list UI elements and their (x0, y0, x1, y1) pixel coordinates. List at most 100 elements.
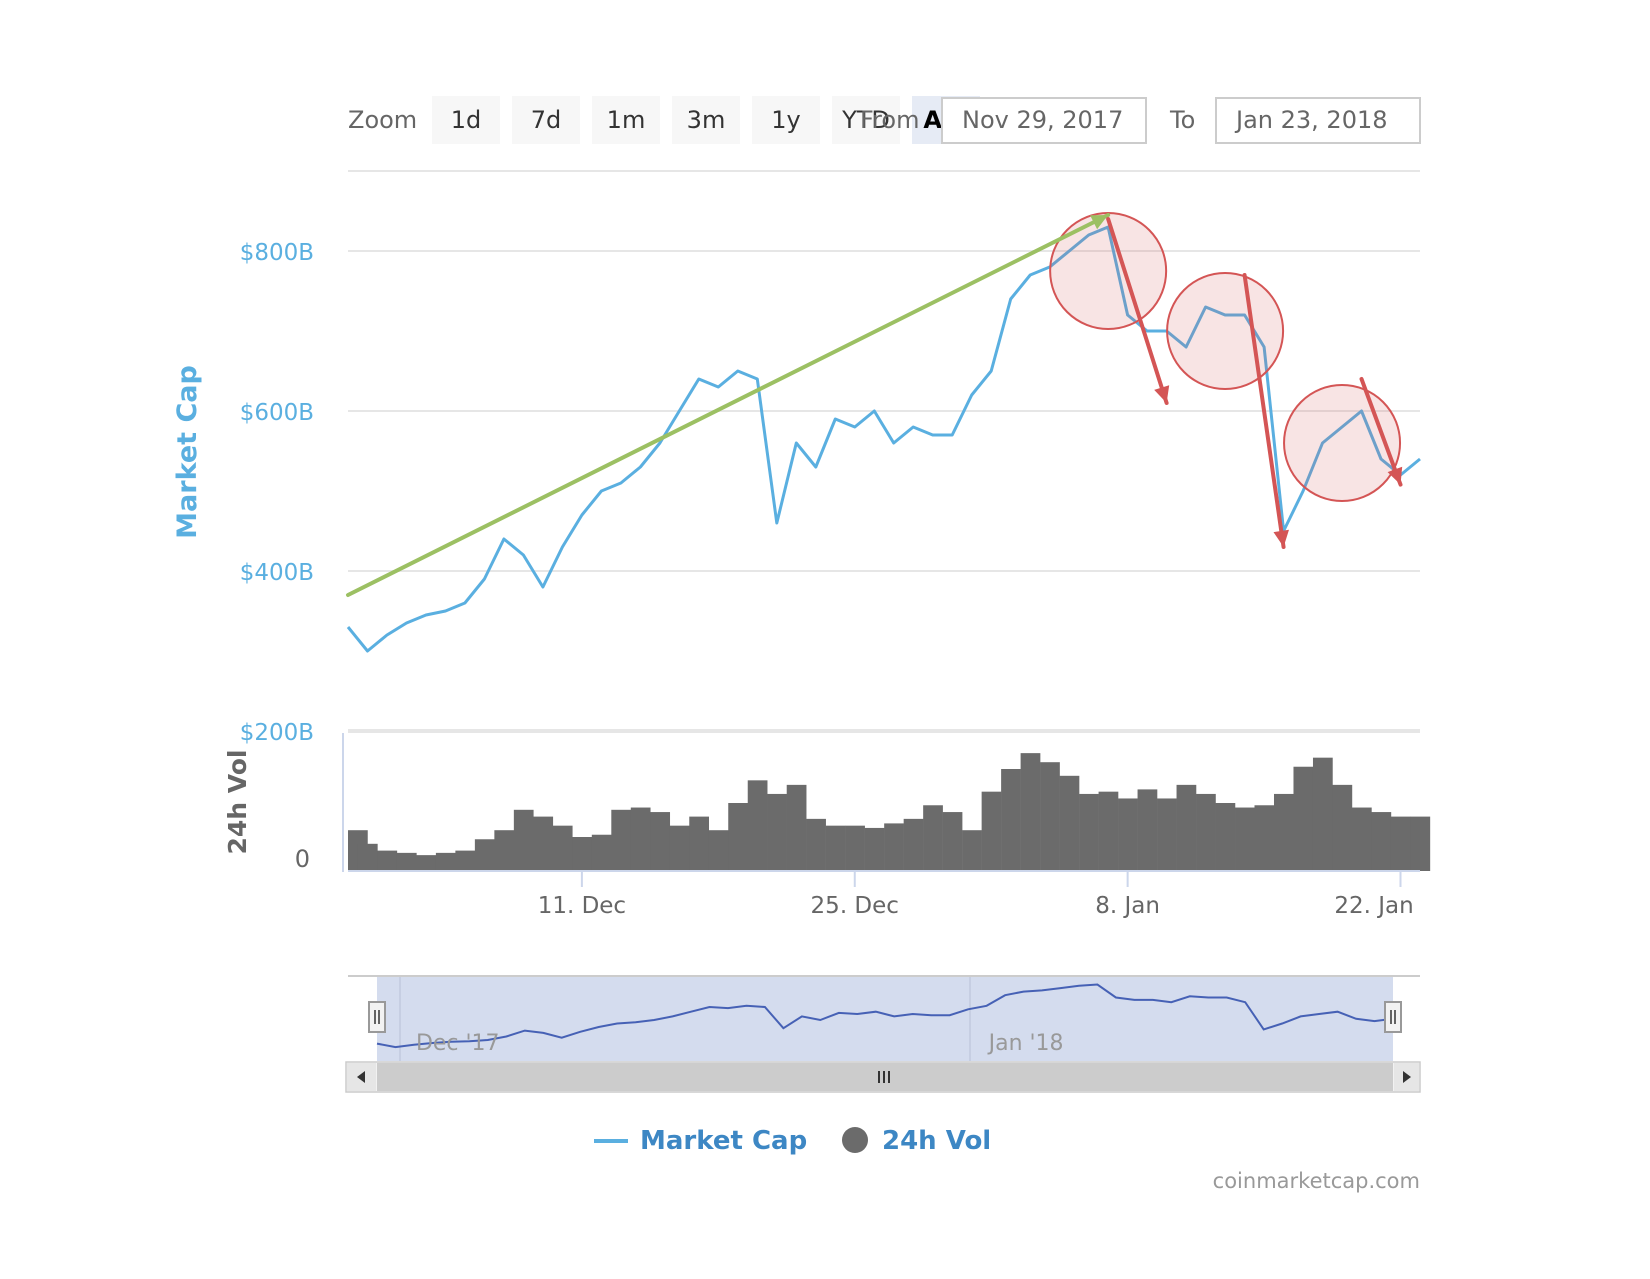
zoom-button-1m[interactable]: 1m (592, 96, 660, 144)
navigator: Dec '17 Jan '18 (348, 975, 1420, 1061)
navigator-labels: Dec '17 Jan '18 (416, 1031, 1064, 1056)
navigator-label: Dec '17 (416, 1031, 500, 1056)
y-axis-ticks: $200B $400B $600B $800B (240, 240, 314, 746)
credits-link[interactable]: coinmarketcap.com (1213, 1169, 1420, 1193)
volume-bar (1020, 753, 1041, 871)
volume-bar (1001, 769, 1021, 871)
highlight-circle (1283, 384, 1402, 502)
volume-bar (591, 834, 612, 871)
volume-bar (1371, 812, 1392, 871)
volume-bar (806, 818, 826, 871)
trend-down-arrow-head (1154, 385, 1170, 403)
x-tick-label: 22. Jan (1334, 893, 1413, 919)
to-date-input[interactable]: Jan 23, 2018 (1215, 97, 1421, 144)
from-date-value: Nov 29, 2017 (962, 106, 1123, 134)
x-tick-label: 25. Dec (811, 893, 899, 919)
arrow-right-icon (1403, 1071, 1411, 1083)
trend-down-arrow-head (1387, 466, 1403, 485)
legend-item-24h-vol[interactable]: 24h Vol (842, 1126, 991, 1156)
volume-bar (611, 809, 632, 871)
volume-bar (1235, 807, 1255, 871)
trend-up-arrow (346, 213, 1111, 597)
scrollbar-right-button[interactable] (1394, 1063, 1419, 1091)
arrow-left-icon (357, 1071, 365, 1083)
volume-bar (572, 837, 593, 871)
market-cap-line (346, 225, 1421, 653)
highlight-circle (1166, 272, 1285, 390)
volume-bar (825, 825, 846, 871)
volume-bar (1137, 789, 1158, 871)
volume-bar (1254, 805, 1275, 871)
volume-bar (1351, 807, 1372, 871)
volume-bar (981, 791, 1002, 871)
volume-bar (377, 850, 398, 871)
navigator-handle-right[interactable] (1384, 1001, 1402, 1033)
volume-bar (728, 803, 748, 871)
volume-zero-tick: 0 (295, 845, 310, 873)
volume-bar (513, 809, 534, 871)
volume-bar (1176, 784, 1197, 871)
legend-market-cap-label: Market Cap (640, 1126, 807, 1156)
y-tick-label: $600B (240, 400, 314, 426)
navigator-handle-left[interactable] (368, 1001, 386, 1033)
volume-bar (1332, 784, 1353, 871)
zoom-button-ytd[interactable]: YTD (832, 96, 900, 144)
volume-bar (533, 816, 554, 871)
to-date-value: Jan 23, 2018 (1234, 106, 1388, 134)
x-tick-label: 11. Dec (538, 893, 626, 919)
legend: Market Cap 24h Vol (594, 1126, 991, 1156)
volume-bar (767, 793, 787, 871)
volume-bar (1273, 793, 1294, 871)
volume-bar (1215, 803, 1236, 871)
volume-bar (923, 805, 943, 871)
volume-bar (786, 784, 807, 871)
scrollbar-grip-icon (878, 1071, 890, 1083)
volume-bar (552, 825, 573, 871)
volume-bar (962, 830, 982, 871)
navigator-series-line (376, 983, 1394, 1049)
zoom-button-label: 1y (771, 106, 800, 134)
volume-bar (1040, 762, 1060, 871)
volume-bar (903, 818, 924, 871)
trend-down-arrow (1359, 377, 1403, 487)
to-label: To (1169, 106, 1195, 134)
volume-bar (864, 827, 885, 871)
zoom-button-3m[interactable]: 3m (672, 96, 740, 144)
legend-item-market-cap[interactable]: Market Cap (594, 1126, 807, 1156)
navigator-selection[interactable] (377, 977, 1393, 1061)
volume-bar (747, 780, 768, 871)
zoom-label: Zoom (348, 106, 417, 134)
volume-bar (1196, 793, 1216, 871)
volume-bar (455, 850, 476, 871)
volume-bar (708, 830, 729, 871)
scrollbar (345, 1061, 1421, 1093)
annotations (346, 212, 1403, 597)
from-date-input[interactable]: Nov 29, 2017 (941, 97, 1147, 144)
zoom-button-label: 1d (451, 106, 482, 134)
volume-bar (416, 855, 437, 871)
range-selector: Zoom 1d 7d 1m 3m 1y YTD ALL From (348, 96, 1421, 144)
x-tick-label: 8. Jan (1095, 893, 1160, 919)
zoom-button-1y[interactable]: 1y (752, 96, 820, 144)
volume-bar (494, 830, 515, 871)
volume-axis-title: 24h Vol (223, 749, 252, 854)
trend-down-arrow-head (1273, 529, 1289, 547)
y-tick-label: $200B (240, 720, 314, 746)
volume-bar (1079, 793, 1099, 871)
trend-down-arrow (1106, 217, 1169, 405)
zoom-button-7d[interactable]: 7d (512, 96, 580, 144)
volume-bar (396, 852, 417, 871)
volume-bar (1059, 775, 1080, 871)
volume-bar (1390, 816, 1411, 871)
trend-up-arrow-head (1090, 215, 1109, 230)
volume-bar (474, 839, 495, 871)
volume-bar (1293, 766, 1314, 871)
zoom-button-label: 7d (531, 106, 562, 134)
scrollbar-left-button[interactable] (347, 1063, 376, 1091)
volume-bar (1118, 798, 1138, 871)
trend-down-arrow (1242, 273, 1286, 549)
zoom-button-1d[interactable]: 1d (432, 96, 500, 144)
y-axis-title: Market Cap (172, 365, 203, 539)
volume-bar (689, 816, 710, 871)
